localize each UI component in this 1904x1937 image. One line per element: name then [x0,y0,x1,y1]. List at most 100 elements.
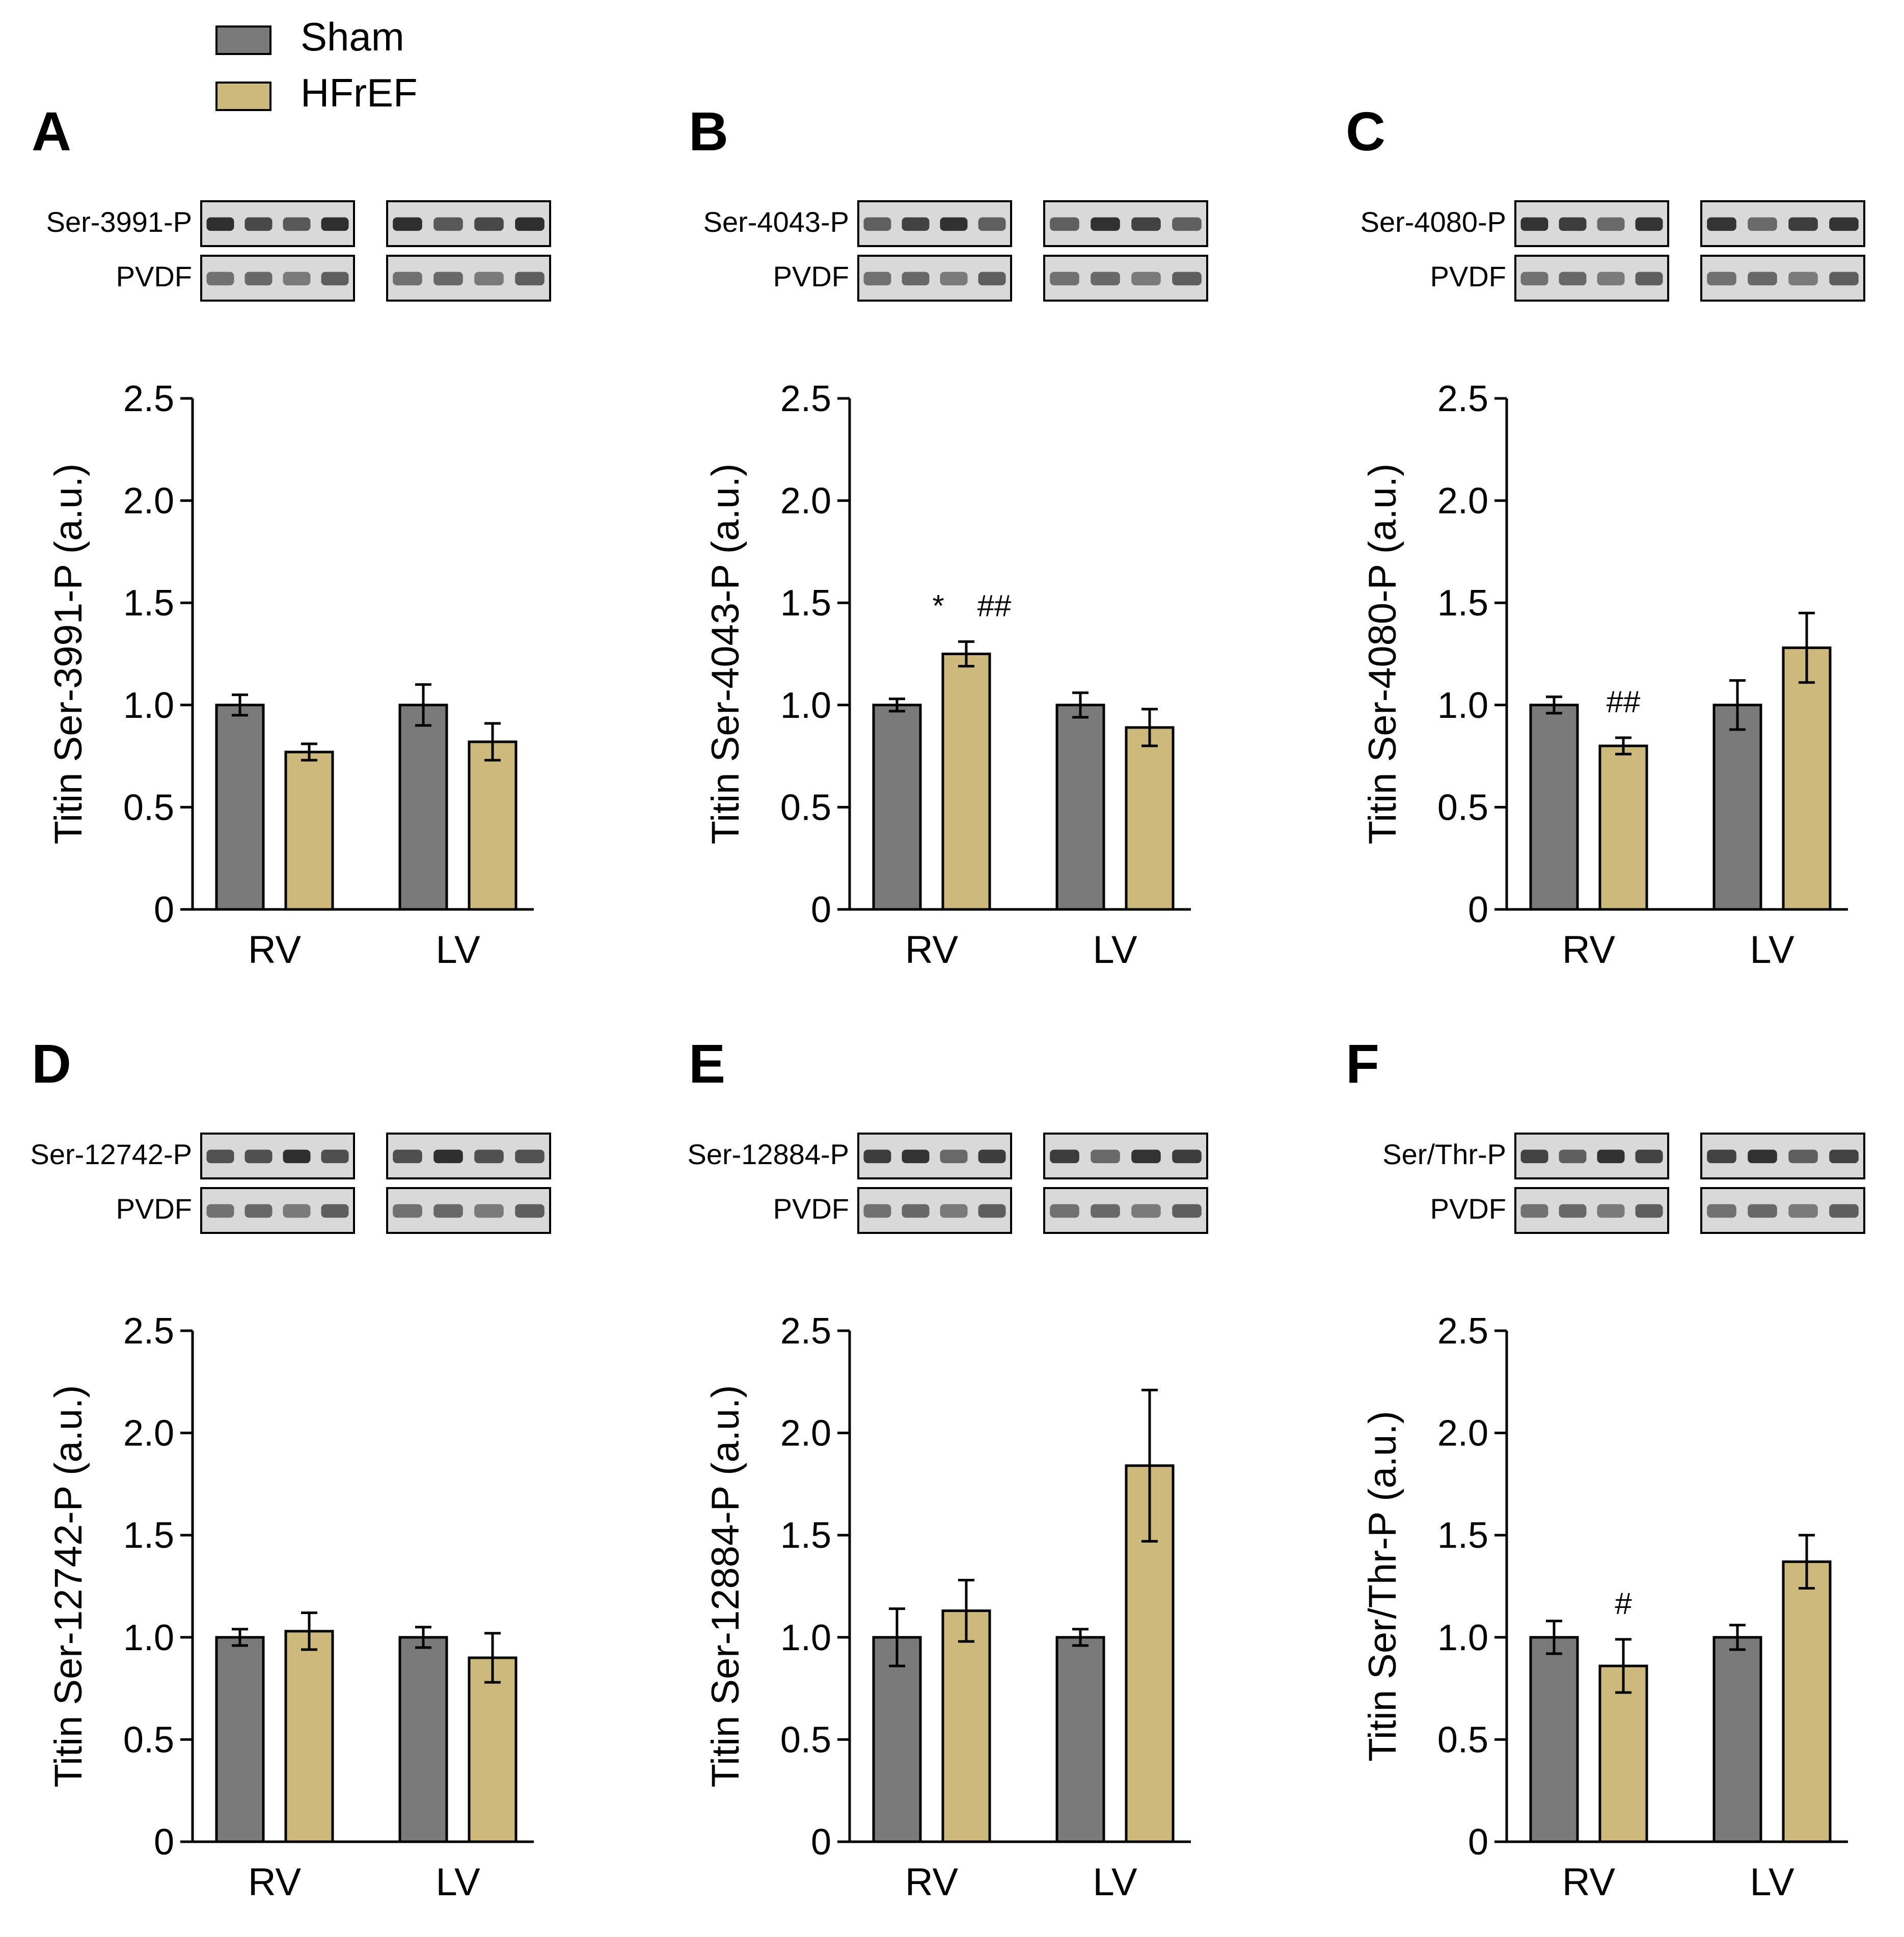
blot-band [321,272,349,286]
y-axis-label: Titin Ser-4080-P (a.u.) [1361,464,1404,845]
y-tick-label: 2.5 [1437,379,1488,419]
blot-band [1635,217,1663,231]
blot-band [1748,217,1777,231]
x-tick-label-lv: LV [436,928,480,972]
blot-band [1520,1149,1548,1164]
blot-label-phospho: Ser-12742-P [30,1138,192,1170]
bar-hfref-rv [1598,744,1648,911]
bar-hfref-lv [468,740,518,911]
blot-band [474,217,504,231]
blot-label-phospho: Ser-4043-P [703,206,849,238]
bar-hfref-lv [468,1656,518,1843]
blot-band [1788,272,1818,286]
significance-mark: # [1615,1586,1632,1621]
x-tick-label-rv: RV [1562,928,1616,972]
blot-band [283,1204,311,1218]
bar-sham-rv [872,704,922,911]
panel-letter: E [689,1033,725,1094]
y-tick-label: 1.0 [1437,1618,1488,1658]
x-tick-label-lv: LV [436,1861,480,1904]
blot-band [1050,1149,1079,1164]
blot-band [902,1149,930,1164]
blot-band [1829,1149,1859,1164]
y-tick-label: 2.0 [1437,481,1488,522]
y-axis-label: Titin Ser-12884-P (a.u.) [704,1385,747,1788]
blot-band [1748,272,1777,286]
bar-sham-rv [215,704,265,911]
blot-band [1091,272,1120,286]
bar-sham-rv [1529,1636,1579,1843]
blot-band [1829,217,1859,231]
blot-band [1829,1204,1859,1218]
blot-band [1172,1149,1202,1164]
x-tick-label-lv: LV [1093,1861,1137,1904]
blot-band [1091,217,1120,231]
bar-hfref-lv [1125,726,1175,911]
blot-band [515,1204,545,1218]
blot-band [393,1149,422,1164]
y-axis-label: Titin Ser-4043-P (a.u.) [704,464,747,845]
panel-d: D Ser-12742-P PVDF 0 0.5 1.0 1.5 2.0 2.5 Titin Se… [30,1033,551,1904]
blot-band [978,272,1006,286]
y-tick-label: 0.5 [1437,787,1488,828]
y-tick-label: 0 [154,890,174,930]
blot-band [206,1204,234,1218]
y-tick-label: 0 [1468,890,1488,930]
x-tick-label-rv: RV [905,928,959,972]
blot-band [1707,1149,1736,1164]
blot-band [244,217,273,231]
blot-band [433,272,463,286]
y-tick-label: 0.5 [780,787,831,828]
legend-label-sham: Sham [301,14,404,59]
legend-swatch-hfref [215,82,271,111]
blot-band [244,1204,273,1218]
blot-band [978,1204,1006,1218]
y-tick-label: 1.0 [1437,685,1488,726]
blot-band [1788,1204,1818,1218]
blot-band [206,1149,234,1164]
bar-sham-lv [398,704,448,911]
x-tick-label-rv: RV [248,928,302,972]
blot-band [902,1204,930,1218]
bar-sham-lv [1055,704,1105,911]
blot-band [1172,217,1202,231]
blot-band [1829,272,1859,286]
blot-band [321,1204,349,1218]
blot-band [1172,272,1202,286]
blot-band [1788,217,1818,231]
y-tick-label: 0 [811,890,831,930]
blot-band [433,1204,463,1218]
blot-band [1559,1149,1587,1164]
y-tick-label: 2.5 [1437,1311,1488,1352]
y-axis-label: Titin Ser/Thr-P (a.u.) [1361,1411,1404,1761]
panel-letter: A [32,100,71,162]
blot-band [515,1149,545,1164]
y-axis-label: Titin Ser-12742-P (a.u.) [47,1385,90,1788]
y-tick-label: 0 [154,1822,174,1863]
y-tick-label: 1.0 [780,685,831,726]
y-tick-label: 1.5 [780,583,831,624]
y-tick-label: 2.0 [780,481,831,522]
blot-band [1172,1204,1202,1218]
significance-mark: ## [977,588,1012,623]
blot-band [283,217,311,231]
blot-band [863,1204,891,1218]
blot-band [1748,1204,1777,1218]
y-tick-label: 0.5 [780,1719,831,1760]
blot-label-pvdf: PVDF [116,1193,192,1225]
blot-band [1520,217,1548,231]
blot-band [206,272,234,286]
y-tick-label: 0.5 [1437,1719,1488,1760]
blot-band [1635,1204,1663,1218]
blot-band [474,1149,504,1164]
significance-mark: ## [1607,685,1641,719]
x-tick-label-rv: RV [248,1861,302,1904]
blot-band [1050,217,1079,231]
blot-band [1091,1204,1120,1218]
blot-band [902,272,930,286]
bar-hfref-lv [1782,1560,1832,1843]
blot-band [515,272,545,286]
legend-label-hfref: HFrEF [301,70,418,115]
y-tick-label: 1.0 [780,1618,831,1658]
blot-band [1748,1149,1777,1164]
